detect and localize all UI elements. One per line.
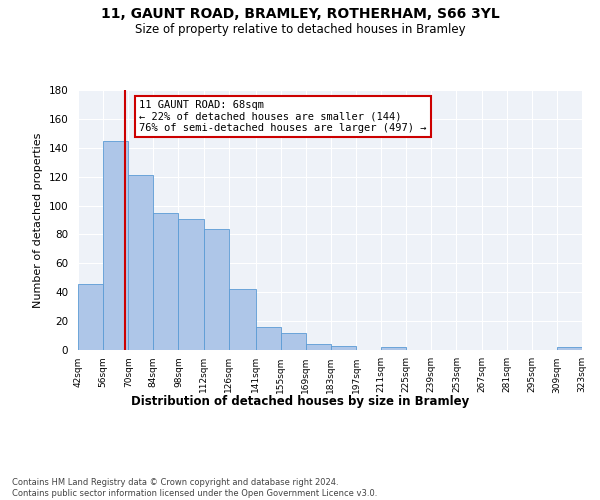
Bar: [178, 218, 203, 350]
Bar: [306, 344, 331, 350]
Bar: [281, 332, 306, 350]
Bar: [256, 327, 281, 350]
Bar: [557, 347, 582, 350]
Bar: [203, 228, 229, 350]
Text: Distribution of detached houses by size in Bramley: Distribution of detached houses by size …: [131, 395, 469, 408]
Bar: [128, 175, 154, 350]
Text: 11, GAUNT ROAD, BRAMLEY, ROTHERHAM, S66 3YL: 11, GAUNT ROAD, BRAMLEY, ROTHERHAM, S66 …: [101, 8, 499, 22]
Bar: [154, 213, 178, 350]
Bar: [103, 140, 128, 350]
Bar: [381, 347, 406, 350]
Text: 11 GAUNT ROAD: 68sqm
← 22% of detached houses are smaller (144)
76% of semi-deta: 11 GAUNT ROAD: 68sqm ← 22% of detached h…: [139, 100, 427, 134]
Bar: [78, 284, 103, 350]
Y-axis label: Number of detached properties: Number of detached properties: [33, 132, 43, 308]
Bar: [229, 290, 256, 350]
Text: Contains HM Land Registry data © Crown copyright and database right 2024.
Contai: Contains HM Land Registry data © Crown c…: [12, 478, 377, 498]
Text: Size of property relative to detached houses in Bramley: Size of property relative to detached ho…: [134, 22, 466, 36]
Bar: [331, 346, 356, 350]
